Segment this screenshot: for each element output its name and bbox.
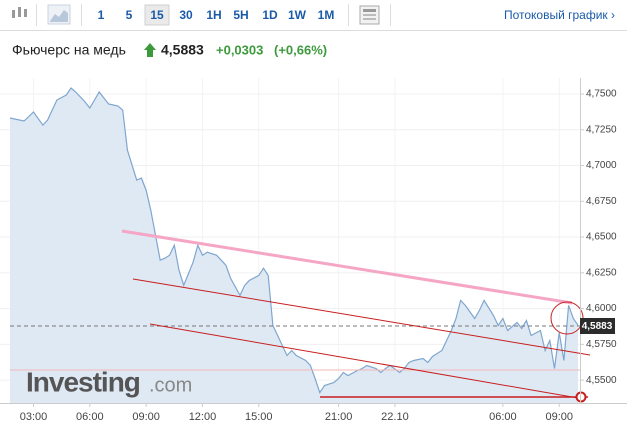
y-tick-label: 4,7250 — [586, 124, 617, 135]
y-tick-label: 4,7000 — [586, 160, 617, 171]
x-tick-label: 06:00 — [489, 411, 517, 423]
interval-button[interactable]: 30 — [179, 8, 193, 22]
x-tick-label: 06:00 — [76, 411, 104, 423]
x-tick-label: 09:00 — [132, 411, 160, 423]
change-pct: (+0,66%) — [274, 42, 327, 57]
x-tick-label: 12:00 — [189, 411, 217, 423]
price-tag — [580, 318, 615, 334]
stream-link[interactable]: Потоковый график › — [504, 8, 615, 22]
area — [10, 88, 578, 403]
y-tick-label: 4,6750 — [586, 196, 617, 207]
y-tick-label: 4,5750 — [586, 339, 617, 350]
grid-icon[interactable] — [359, 5, 380, 25]
interval-button[interactable]: 1H — [206, 8, 221, 22]
toolbar — [0, 0, 627, 30]
price: 4,5883 — [161, 42, 204, 58]
interval-button[interactable]: 5 — [126, 8, 133, 22]
y-tick-label: 4,6500 — [586, 232, 617, 243]
candle-icon[interactable] — [12, 7, 27, 18]
change: +0,0303 — [216, 42, 263, 57]
annotations — [10, 229, 591, 403]
trend-line — [149, 323, 579, 399]
interval-button[interactable]: 1 — [98, 8, 105, 22]
y-tick-label: 4,5500 — [586, 375, 617, 386]
y-tick-label: 4,7500 — [586, 89, 617, 100]
x-tick-label: 09:00 — [545, 411, 573, 423]
trend-line — [132, 278, 591, 356]
trend-line — [121, 229, 573, 305]
watermark: Investing — [26, 366, 140, 397]
interval-button[interactable]: 1M — [318, 8, 335, 22]
x-tick-label: 21:00 — [325, 411, 353, 423]
price-tag-label: 4,5883 — [582, 321, 613, 332]
interval-button[interactable]: 1W — [288, 8, 307, 22]
x-tick-label: 03:00 — [20, 411, 48, 423]
interval-button[interactable]: 15 — [150, 8, 164, 22]
y-tick-label: 4,6000 — [586, 303, 617, 314]
x-tick-label: 22.10 — [381, 411, 409, 423]
instrument-title: Фьючерс на медь — [12, 42, 126, 58]
price-line — [9, 87, 579, 394]
area-icon[interactable] — [47, 4, 71, 25]
active-interval — [144, 4, 170, 26]
interval-button[interactable]: 5H — [233, 8, 248, 22]
watermark: .com — [149, 374, 192, 396]
interval-button[interactable]: 1D — [262, 8, 278, 22]
up-arrow — [144, 43, 156, 57]
x-tick-label: 15:00 — [245, 411, 273, 423]
y-tick-label: 4,6250 — [586, 267, 617, 278]
